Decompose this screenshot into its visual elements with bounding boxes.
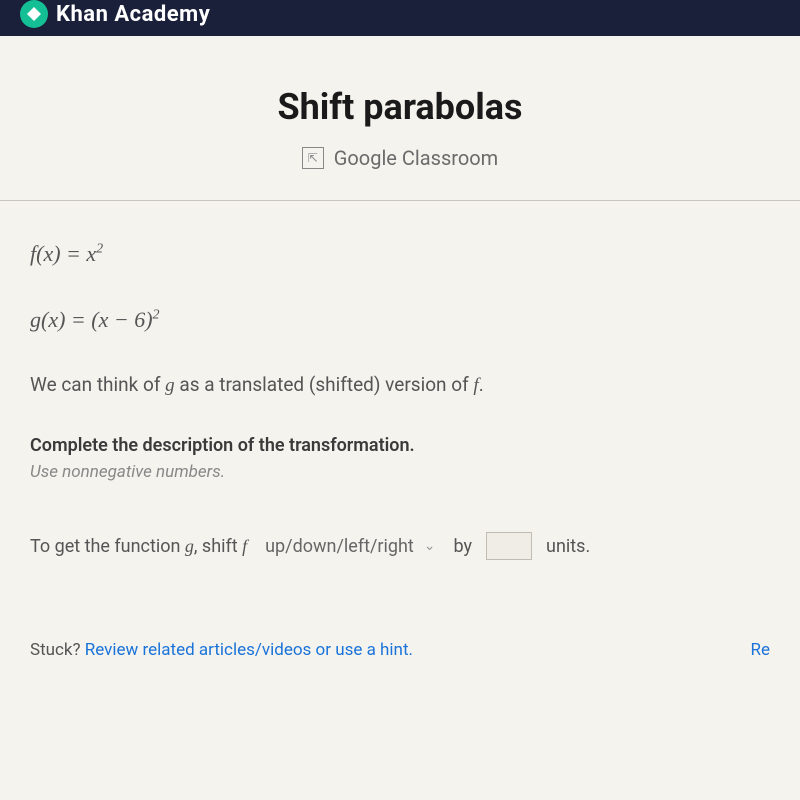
chevron-down-icon: ⌄ bbox=[424, 538, 436, 554]
classroom-icon: ⇱ bbox=[302, 147, 324, 169]
by-label: by bbox=[454, 536, 473, 557]
report-link[interactable]: Re bbox=[751, 640, 771, 660]
direction-dropdown[interactable]: up/down/left/right ⌄ bbox=[261, 534, 439, 559]
title-section: Shift parabolas ⇱ Google Classroom bbox=[0, 36, 800, 200]
logo-area[interactable]: Khan Academy bbox=[20, 0, 210, 28]
answer-row: To get the function g, shift f up/down/l… bbox=[30, 532, 770, 560]
problem-description: We can think of g as a translated (shift… bbox=[30, 373, 770, 397]
classroom-label: Google Classroom bbox=[334, 146, 498, 170]
units-input[interactable] bbox=[486, 532, 532, 560]
page-title: Shift parabolas bbox=[20, 86, 780, 128]
stuck-label: Stuck? bbox=[30, 640, 85, 660]
hint-link[interactable]: Review related articles/videos or use a … bbox=[85, 640, 413, 660]
instruction-main: Complete the description of the transfor… bbox=[30, 435, 770, 456]
brand-name: Khan Academy bbox=[56, 2, 210, 27]
content-area: f(x) = x2 g(x) = (x − 6)2 We can think o… bbox=[0, 201, 800, 680]
google-classroom-button[interactable]: ⇱ Google Classroom bbox=[302, 146, 498, 170]
units-label: units. bbox=[546, 536, 590, 557]
equation-g: g(x) = (x − 6)2 bbox=[30, 307, 770, 333]
khan-logo-icon bbox=[20, 0, 48, 28]
help-row: Stuck? Review related articles/videos or… bbox=[30, 640, 770, 660]
equation-f: f(x) = x2 bbox=[30, 241, 770, 267]
header-bar: Khan Academy bbox=[0, 0, 800, 36]
dropdown-label: up/down/left/right bbox=[265, 536, 414, 557]
instruction-sub: Use nonnegative numbers. bbox=[30, 462, 770, 482]
